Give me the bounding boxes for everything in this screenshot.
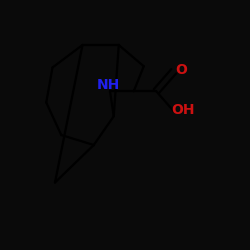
Text: OH: OH: [172, 103, 195, 117]
Text: O: O: [175, 63, 187, 77]
Text: NH: NH: [97, 78, 120, 92]
